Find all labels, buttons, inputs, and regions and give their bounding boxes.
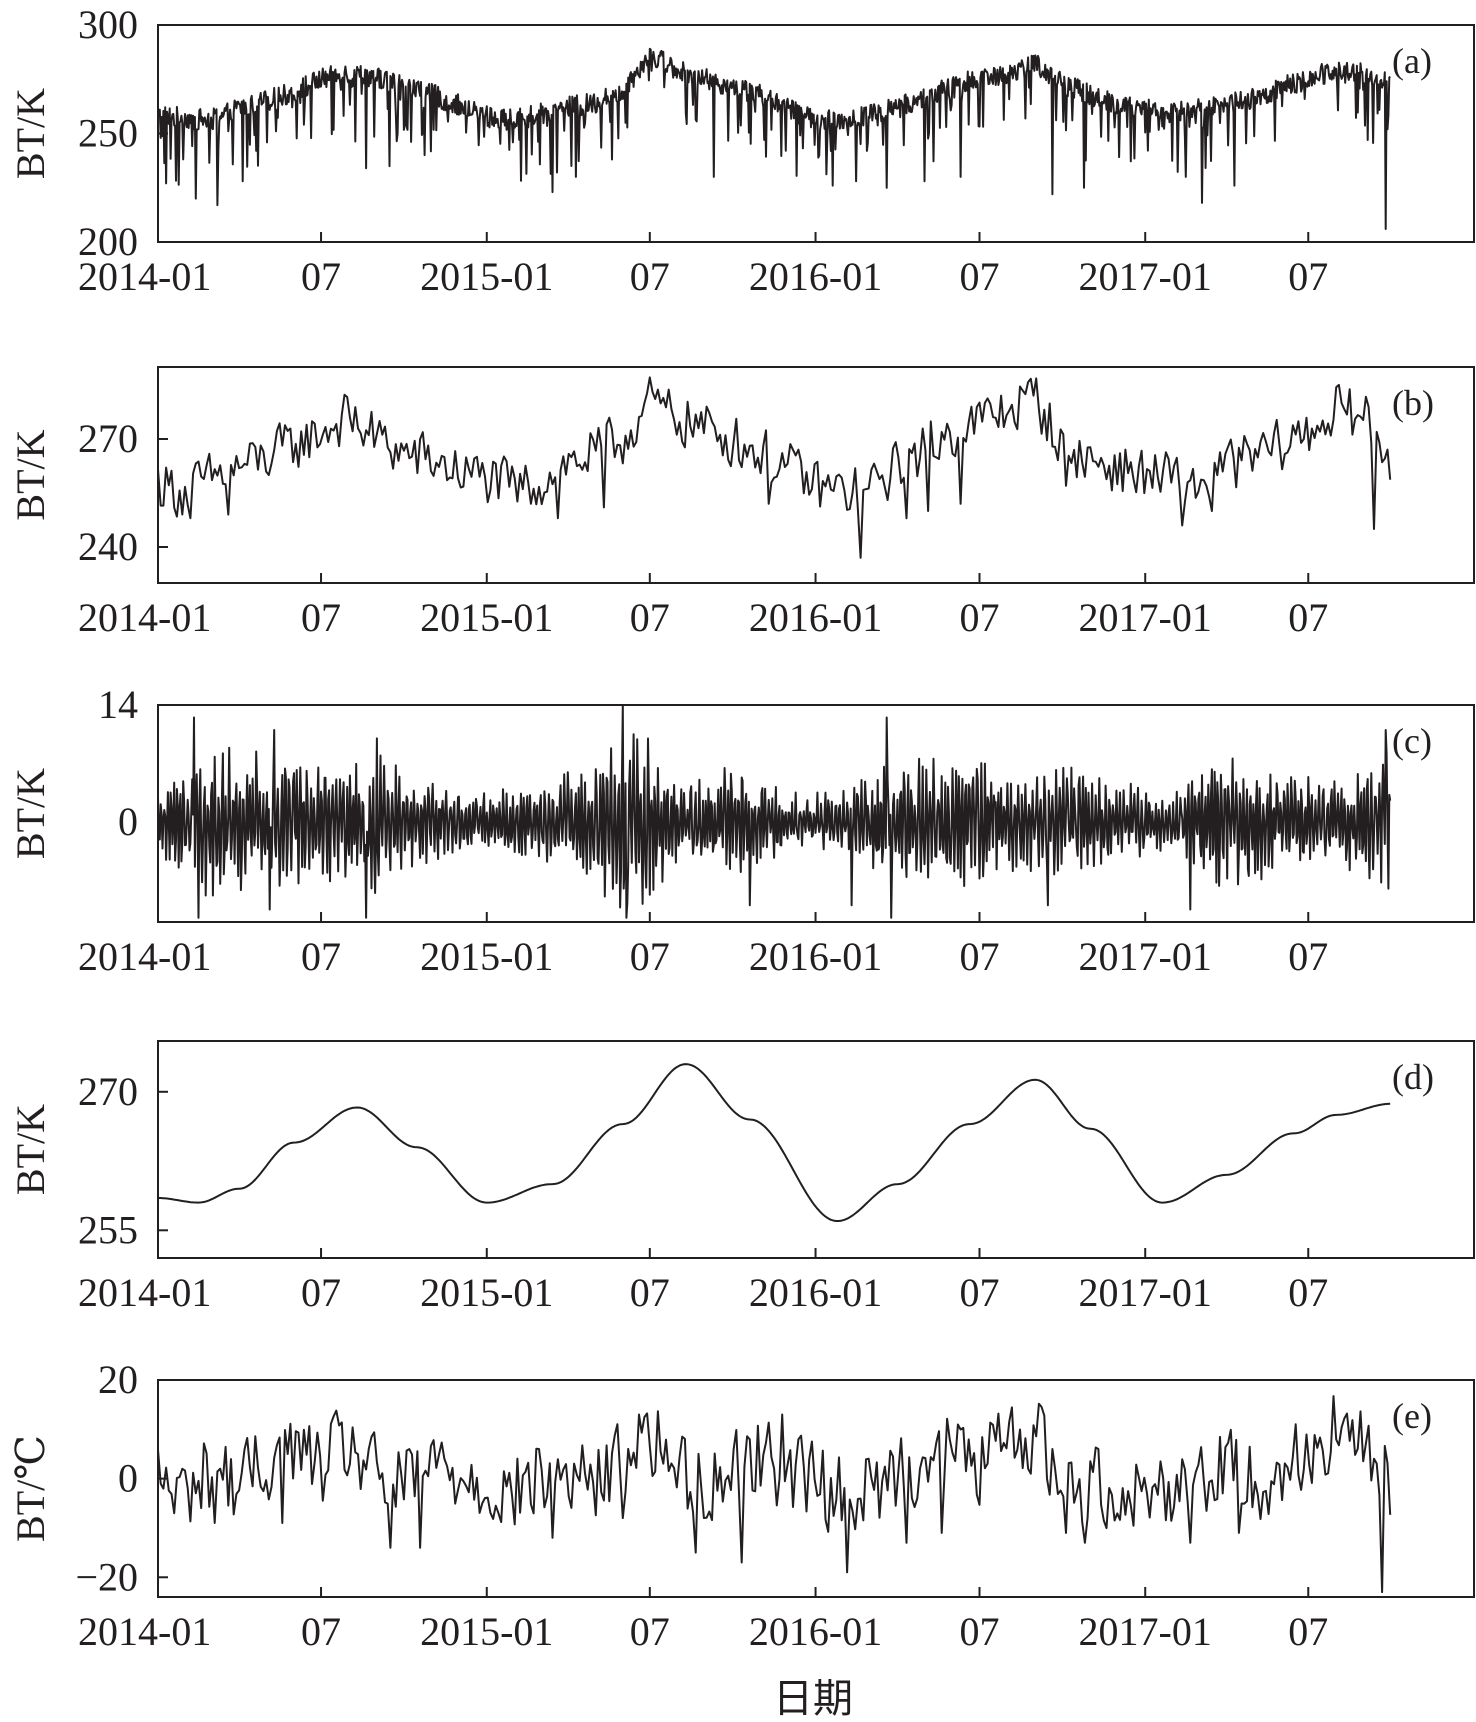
x-tick-label: 2014-01 — [78, 1270, 211, 1315]
x-tick-label: 2017-01 — [1079, 254, 1212, 299]
panel-label: (d) — [1392, 1057, 1434, 1097]
x-tick-label: 07 — [301, 1270, 341, 1315]
panel-a: BT/K (a) 2014-01 07 2015-01 07 2016-01 07 2017… — [8, 2, 1475, 299]
x-tick-label: 2017-01 — [1079, 1270, 1212, 1315]
panel-label: (a) — [1392, 41, 1432, 81]
x-tick-label: 07 — [959, 1609, 999, 1654]
series-line — [157, 47, 1391, 230]
x-tick-label: 07 — [630, 595, 670, 640]
x-tick-label: 07 — [959, 595, 999, 640]
y-tick-label: 255 — [78, 1207, 138, 1252]
x-tick-label: 07 — [1288, 934, 1328, 979]
y-tick-label: 250 — [78, 111, 138, 156]
x-tick-label: 2017-01 — [1079, 1609, 1212, 1654]
y-tick-label: 200 — [78, 219, 138, 264]
x-tick-label: 07 — [1288, 595, 1328, 640]
x-tick-label: 07 — [301, 595, 341, 640]
y-tick-label: 300 — [78, 2, 138, 47]
series-line — [157, 704, 1392, 919]
panel-c: BT/K (c) 2014-01 07 2015-01 07 2016-01 07 2017… — [8, 682, 1475, 979]
x-tick-label: 2016-01 — [749, 595, 882, 640]
x-tick-label: 2016-01 — [749, 1270, 882, 1315]
panel-label: (e) — [1392, 1396, 1432, 1436]
y-tick-label: 0 — [118, 799, 138, 844]
y-tick-label: 20 — [98, 1357, 138, 1402]
x-tick-label: 2016-01 — [749, 254, 882, 299]
x-tick-label: 07 — [1288, 1609, 1328, 1654]
x-tick-label: 07 — [630, 1270, 670, 1315]
y-tick-label: 270 — [78, 416, 138, 461]
x-tick-label: 2017-01 — [1079, 595, 1212, 640]
ylabel: BT/K — [8, 88, 53, 179]
ylabel: BT/K — [8, 429, 53, 520]
plot-frame — [157, 1040, 1475, 1259]
x-tick-label: 07 — [1288, 1270, 1328, 1315]
y-tick-label: 240 — [78, 524, 138, 569]
x-tick-label: 07 — [630, 254, 670, 299]
x-tick-label: 07 — [959, 934, 999, 979]
x-tick-label: 07 — [301, 254, 341, 299]
x-tick-label: 07 — [630, 934, 670, 979]
y-tick-label: 270 — [78, 1069, 138, 1114]
x-tick-label: 2015-01 — [420, 934, 553, 979]
panel-label: (b) — [1392, 383, 1434, 423]
y-tick-label: 14 — [98, 682, 138, 727]
panel-label: (c) — [1392, 721, 1432, 761]
x-tick-label: 2015-01 — [420, 254, 553, 299]
x-tick-label: 07 — [959, 254, 999, 299]
series-line — [157, 1395, 1392, 1594]
x-tick-label: 2015-01 — [420, 1270, 553, 1315]
x-tick-label: 07 — [1288, 254, 1328, 299]
series-line — [158, 1063, 1391, 1222]
x-tick-label: 2014-01 — [78, 934, 211, 979]
panel-e: BT/℃ (e) 2014-01 07 2015-01 07 2016-01 07 2017… — [8, 1357, 1475, 1654]
x-tick-label: 2015-01 — [420, 595, 553, 640]
x-tick-label: 2016-01 — [749, 934, 882, 979]
ylabel: BT/℃ — [8, 1435, 53, 1542]
y-tick-label: 0 — [118, 1456, 138, 1501]
x-tick-label: 2014-01 — [78, 254, 211, 299]
panel-b: BT/K (b) 2014-01 07 2015-01 07 2016-01 07 2017… — [8, 366, 1475, 640]
x-tick-label: 07 — [301, 1609, 341, 1654]
x-tick-label: 07 — [959, 1270, 999, 1315]
x-tick-label: 2015-01 — [420, 1609, 553, 1654]
plot-frame — [157, 366, 1475, 584]
series-line — [157, 376, 1392, 559]
y-tick-label: −20 — [75, 1554, 138, 1599]
x-tick-label: 07 — [301, 934, 341, 979]
ylabel: BT/K — [8, 1104, 53, 1195]
x-axis-label: 日期 — [773, 1676, 853, 1722]
x-tick-label: 2014-01 — [78, 1609, 211, 1654]
panel-d: BT/K (d) 2014-01 07 2015-01 07 2016-01 07 2017… — [8, 1040, 1475, 1315]
x-tick-label: 2016-01 — [749, 1609, 882, 1654]
x-tick-label: 07 — [630, 1609, 670, 1654]
x-tick-label: 2017-01 — [1079, 934, 1212, 979]
ylabel: BT/K — [8, 768, 53, 859]
x-tick-label: 2014-01 — [78, 595, 211, 640]
